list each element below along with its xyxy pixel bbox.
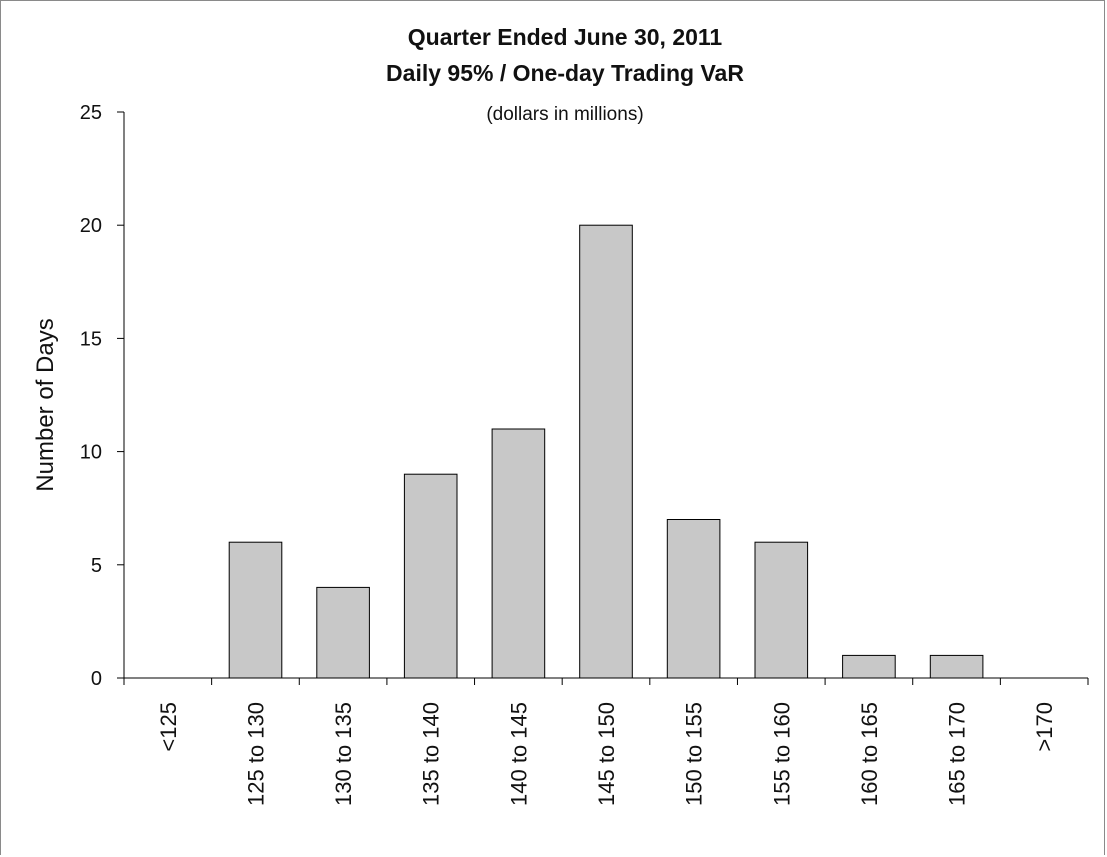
x-category-label: 145 to 150 <box>594 702 619 806</box>
x-category-label: 160 to 165 <box>857 702 882 806</box>
y-ticks-group: 0 5 10 15 20 25 <box>80 102 124 690</box>
bar-3 <box>403 473 458 679</box>
chart-subtitle: Daily 95% / One-day Trading VaR <box>386 60 744 86</box>
bar-7 <box>754 541 809 679</box>
x-category-label: 165 to 170 <box>945 702 970 806</box>
x-category-label: 155 to 160 <box>769 702 794 806</box>
bar-6 <box>666 519 721 679</box>
x-category-label: 150 to 155 <box>682 702 707 806</box>
bar-1 <box>228 541 283 679</box>
x-category-label: <125 <box>156 702 181 752</box>
chart-title: Quarter Ended June 30, 2011 <box>408 24 723 50</box>
x-category-label: >170 <box>1032 702 1057 752</box>
y-tick-label: 15 <box>80 328 102 350</box>
axes-group <box>123 112 1088 679</box>
x-category-label: 130 to 135 <box>331 702 356 806</box>
y-tick-label: 20 <box>80 215 102 237</box>
x-category-label: 125 to 130 <box>244 702 269 806</box>
y-tick-label: 10 <box>80 442 102 464</box>
bar-5 <box>579 224 633 679</box>
bars-group <box>228 224 984 679</box>
y-tick-label: 25 <box>80 102 102 124</box>
y-axis-label: Number of Days <box>32 318 59 491</box>
bar-2 <box>316 586 370 679</box>
y-tick-label: 0 <box>91 668 102 690</box>
bar-9 <box>929 654 984 679</box>
y-tick-label: 5 <box>91 555 102 577</box>
x-category-label: 140 to 145 <box>506 702 531 806</box>
x-ticks-group: <125 125 to 130 130 to 135 135 to 140 140 to… <box>123 678 1089 806</box>
units-note: (dollars in millions) <box>486 104 643 125</box>
bar-8 <box>842 654 896 679</box>
x-category-label: 135 to 140 <box>419 702 444 806</box>
bar-4 <box>491 428 546 679</box>
